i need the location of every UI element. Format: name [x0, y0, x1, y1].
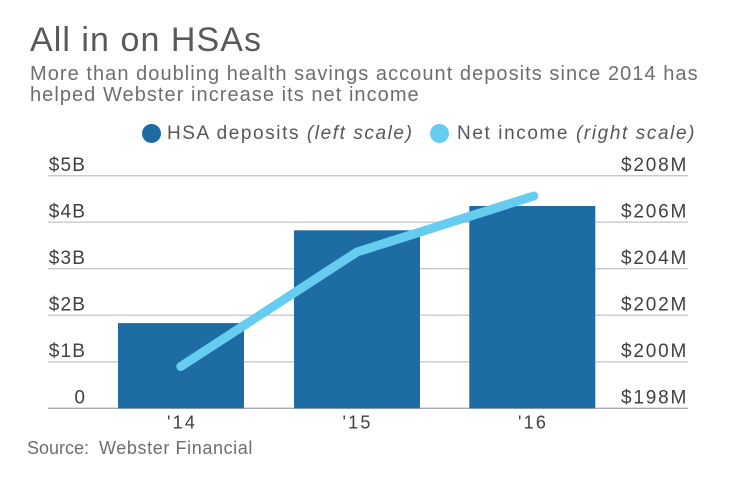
svg-text:$4B: $4B — [49, 202, 86, 223]
svg-text:$2B: $2B — [49, 295, 86, 316]
svg-text:$204M: $204M — [621, 248, 688, 269]
svg-text:$202M: $202M — [621, 295, 688, 316]
svg-text:$198M: $198M — [621, 388, 688, 409]
svg-text:$5B: $5B — [49, 155, 86, 176]
svg-text:$3B: $3B — [49, 248, 86, 269]
svg-text:0: 0 — [74, 388, 86, 409]
svg-text:$208M: $208M — [621, 155, 688, 176]
svg-text:$206M: $206M — [621, 202, 688, 223]
svg-text:'15: '15 — [342, 413, 372, 433]
svg-text:'14: '14 — [167, 413, 197, 433]
svg-text:$200M: $200M — [621, 341, 688, 362]
svg-text:$1B: $1B — [49, 341, 86, 362]
svg-text:'16: '16 — [518, 413, 548, 433]
